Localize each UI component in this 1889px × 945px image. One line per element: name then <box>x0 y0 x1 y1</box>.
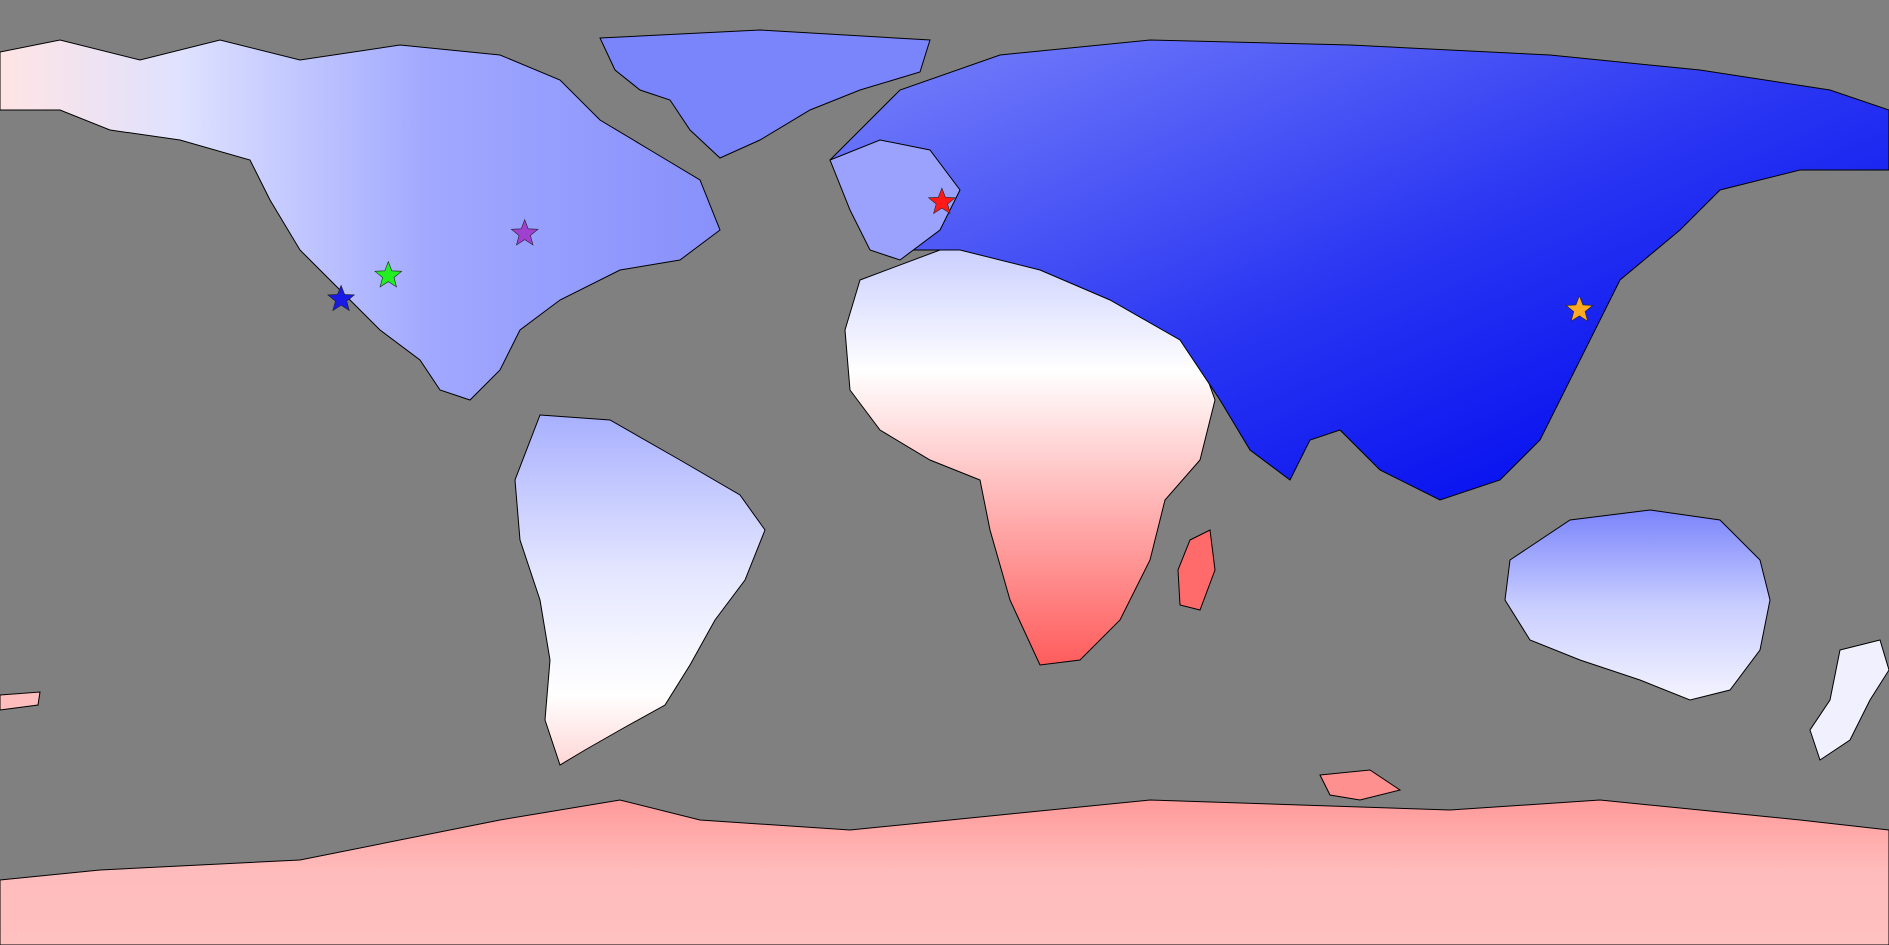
purple-star-marker <box>510 218 539 246</box>
antarctica-region <box>0 799 1889 945</box>
red-star-marker <box>927 187 956 215</box>
small-pink-island-region <box>0 691 41 711</box>
eurasia-region <box>829 39 1889 501</box>
australia-region <box>1504 509 1771 701</box>
antarctic-islands-region <box>1319 769 1402 801</box>
blue-star-marker <box>327 284 356 312</box>
south-america-region <box>514 414 766 766</box>
star-markers-layer <box>327 187 1594 322</box>
north-america-region <box>0 39 721 401</box>
madagascar-region <box>1177 529 1216 611</box>
new-zealand-region <box>1809 639 1889 761</box>
orange-star-marker <box>1565 294 1594 322</box>
green-star-marker <box>374 260 403 288</box>
greenland-region <box>599 29 931 159</box>
europe-west-region <box>829 139 961 261</box>
